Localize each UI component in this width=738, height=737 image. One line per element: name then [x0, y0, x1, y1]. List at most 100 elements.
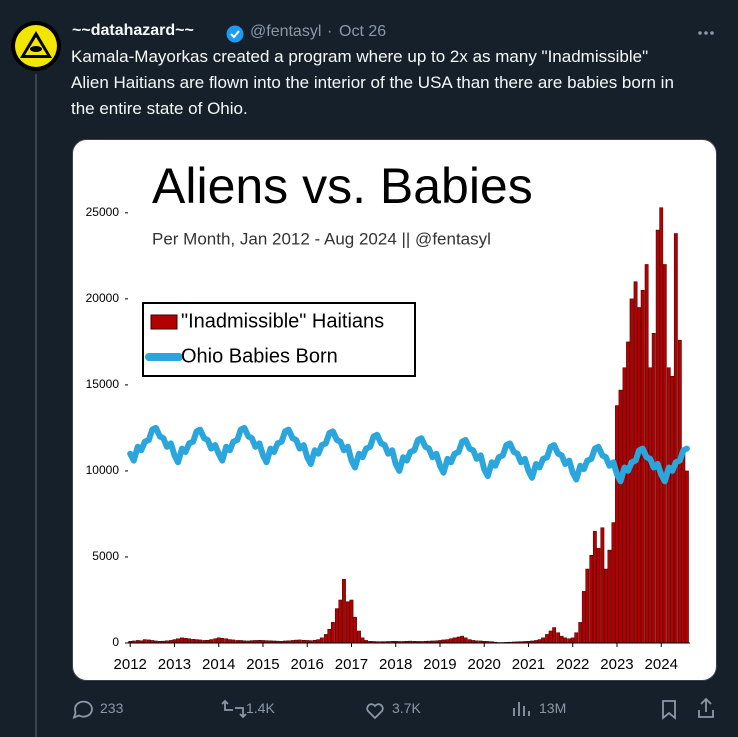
bar — [176, 638, 180, 644]
bar — [618, 389, 623, 644]
bar — [548, 630, 553, 644]
bar — [655, 229, 660, 644]
bar — [353, 616, 357, 644]
bar — [622, 367, 627, 644]
x-tick-label: 2015 — [246, 656, 279, 673]
action-icons — [72, 697, 714, 720]
bar — [346, 601, 350, 644]
bar — [611, 522, 616, 644]
x-tick-label: 2018 — [379, 656, 412, 673]
y-tick-label: 20000 — [86, 291, 120, 305]
bar — [349, 599, 354, 644]
bar — [180, 637, 184, 644]
repost-count[interactable]: 1.4K — [246, 700, 275, 716]
bar — [357, 630, 361, 644]
like-count[interactable]: 3.7K — [392, 700, 421, 716]
bar — [220, 637, 225, 644]
bar — [467, 639, 472, 644]
legend-label: "Inadmissible" Haitians — [181, 310, 384, 332]
legend-label: Ohio Babies Born — [181, 345, 338, 367]
verified-badge — [226, 25, 244, 43]
bar — [563, 637, 568, 644]
y-tick-label: 5000 — [92, 549, 119, 563]
chart-subtitle: Per Month, Jan 2012 - Aug 2024 || @fenta… — [152, 229, 491, 248]
bar — [224, 638, 229, 644]
bar — [651, 333, 656, 644]
bar — [183, 637, 188, 644]
bookmark-icon[interactable] — [662, 700, 676, 720]
bar — [216, 637, 221, 644]
display-name[interactable]: ~~datahazard~~ — [72, 22, 194, 39]
line — [127, 424, 690, 485]
x-tick-label: 2019 — [423, 656, 456, 673]
reply-count[interactable]: 233 — [100, 700, 124, 716]
bar — [319, 637, 324, 644]
x-tick-label: 2024 — [645, 656, 678, 673]
bar — [142, 639, 147, 644]
bar — [338, 599, 343, 644]
y-tick-label: 0 — [112, 635, 119, 649]
bar — [559, 635, 564, 644]
bar — [670, 376, 675, 644]
repost-icon[interactable] — [221, 699, 247, 719]
bar — [637, 307, 642, 644]
bar — [567, 638, 572, 644]
bar — [666, 367, 671, 644]
avatar[interactable] — [11, 21, 61, 71]
bar — [589, 554, 594, 644]
bar — [191, 638, 195, 644]
bar — [227, 639, 232, 644]
more-menu[interactable] — [698, 31, 714, 35]
chart: Aliens vs. Babies Per Month, Jan 2012 - A… — [86, 158, 690, 673]
bar — [213, 638, 218, 644]
bar — [360, 637, 365, 644]
x-tick-label: 2013 — [158, 656, 191, 673]
media-card[interactable] — [72, 139, 717, 681]
separator: · — [327, 23, 333, 40]
bar — [334, 608, 339, 644]
reply-icon[interactable] — [72, 700, 93, 720]
date[interactable]: Oct 26 — [339, 23, 387, 40]
x-tick-label: 2017 — [335, 656, 368, 673]
bar — [323, 634, 328, 644]
bar — [552, 627, 557, 644]
bar — [327, 628, 332, 644]
bar — [684, 470, 689, 644]
x-tick-label: 2012 — [114, 656, 147, 673]
bar — [545, 634, 549, 644]
bar — [673, 233, 678, 644]
bar — [570, 637, 575, 644]
bar — [592, 530, 597, 644]
bar — [659, 207, 664, 644]
bar — [604, 568, 608, 644]
bar — [585, 568, 590, 644]
bar — [581, 591, 586, 644]
views-icon[interactable] — [513, 702, 530, 716]
bar — [541, 637, 545, 644]
bar — [615, 405, 619, 644]
x-tick-label: 2021 — [512, 656, 545, 673]
bar — [172, 639, 177, 644]
bar — [537, 639, 542, 644]
legend-swatch — [150, 314, 178, 330]
avatar-eye — [30, 46, 42, 52]
bar — [596, 548, 601, 644]
bar — [449, 638, 453, 644]
handle[interactable]: @fentasyl — [250, 23, 322, 40]
bar — [578, 622, 583, 644]
bar — [600, 527, 605, 644]
share-icon[interactable] — [698, 697, 714, 718]
bar — [330, 622, 335, 644]
view-count[interactable]: 13M — [539, 700, 567, 716]
bar — [194, 639, 199, 644]
bar — [574, 632, 579, 644]
like-icon[interactable] — [366, 703, 384, 720]
bar — [463, 637, 468, 644]
bar — [662, 264, 667, 644]
bar — [556, 632, 561, 644]
bar — [640, 290, 645, 644]
x-tick-label: 2014 — [202, 656, 235, 673]
bar — [342, 579, 346, 644]
